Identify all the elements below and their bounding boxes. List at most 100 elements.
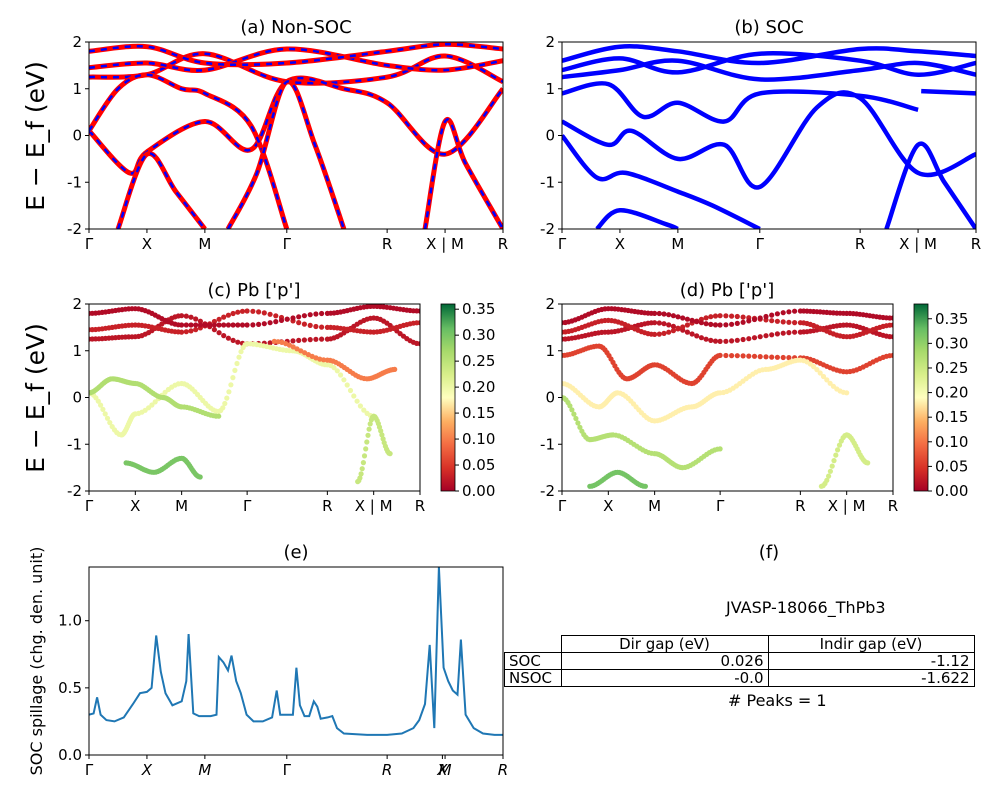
colorbar-tick-label: 0.10 bbox=[462, 430, 495, 448]
projected-point bbox=[740, 353, 746, 359]
projected-point bbox=[307, 312, 313, 318]
projected-point bbox=[261, 321, 267, 327]
projected-point bbox=[689, 331, 695, 337]
band-line-nonsoc bbox=[115, 151, 207, 229]
projected-point bbox=[273, 313, 279, 319]
x-tick-label: X | M bbox=[426, 235, 464, 253]
projected-point bbox=[417, 308, 420, 314]
projected-point bbox=[814, 367, 820, 373]
projected-point bbox=[220, 405, 226, 411]
projected-point bbox=[703, 336, 709, 342]
projected-point bbox=[734, 320, 740, 326]
panel-c-ticks: Γ X M Γ R X | M R -2 -1 0 1 2 bbox=[67, 295, 425, 515]
y-tick-label: 0 bbox=[72, 389, 82, 407]
band-line-soc bbox=[562, 58, 976, 82]
projected-point bbox=[740, 319, 746, 325]
projected-point bbox=[230, 337, 236, 343]
projected-point bbox=[193, 327, 199, 333]
projected-point bbox=[234, 360, 240, 367]
projected-point bbox=[723, 338, 729, 344]
projected-point bbox=[680, 324, 686, 330]
projected-point bbox=[341, 377, 347, 383]
projected-point bbox=[708, 337, 714, 343]
projected-point bbox=[774, 354, 781, 360]
colorbar-tick-label: 0.05 bbox=[462, 456, 495, 474]
projected-point bbox=[267, 340, 273, 346]
projected-point bbox=[284, 316, 290, 322]
projected-point bbox=[656, 310, 662, 317]
x-tick-label: Γ bbox=[283, 235, 292, 253]
projected-point bbox=[689, 317, 695, 323]
projected-point bbox=[740, 314, 746, 320]
projected-point bbox=[221, 333, 227, 339]
x-tick-label: X bbox=[141, 761, 153, 779]
x-tick-label: Γ bbox=[283, 761, 292, 779]
projected-point bbox=[774, 318, 781, 324]
projected-point bbox=[717, 446, 723, 452]
projected-point bbox=[652, 331, 658, 337]
band-line-nonsoc-dashed bbox=[89, 47, 503, 72]
projected-point bbox=[567, 403, 573, 409]
panel-a-bands bbox=[89, 42, 503, 229]
x-tick-label: Γ bbox=[85, 235, 94, 253]
projected-point bbox=[684, 322, 691, 328]
projected-point bbox=[571, 411, 577, 417]
projected-point bbox=[661, 330, 667, 336]
projected-point bbox=[575, 420, 581, 426]
x-tick-label: Γ bbox=[85, 761, 94, 779]
colorbar-tick-label: 0.20 bbox=[935, 384, 968, 402]
projected-point bbox=[835, 447, 841, 453]
band-line-soc bbox=[562, 51, 976, 77]
projected-point bbox=[296, 314, 302, 320]
x-tick-label: Γ bbox=[85, 497, 94, 515]
projected-point bbox=[358, 471, 364, 477]
projected-point bbox=[207, 322, 213, 328]
projected-point bbox=[865, 460, 871, 466]
projected-point bbox=[188, 322, 194, 328]
projected-point bbox=[656, 320, 662, 326]
projected-point bbox=[235, 339, 241, 345]
x-tick-label: R bbox=[415, 497, 425, 515]
projected-point bbox=[261, 310, 267, 316]
y-tick-label: 0.0 bbox=[58, 746, 82, 764]
cell-dir: 0.026 bbox=[560, 652, 769, 670]
y-tick-label: 2 bbox=[545, 33, 555, 51]
projected-point bbox=[792, 329, 798, 335]
projected-point bbox=[774, 331, 781, 337]
projected-point bbox=[675, 326, 681, 332]
band-line-nonsoc bbox=[422, 116, 503, 229]
projected-point bbox=[102, 411, 108, 417]
projected-point bbox=[364, 439, 370, 445]
gap-table: Dir gap (eV) Indir gap (eV) SOC 0.026 -1… bbox=[504, 635, 975, 687]
x-tick-label: R bbox=[498, 235, 508, 253]
projected-point bbox=[661, 321, 667, 327]
projected-point bbox=[569, 407, 575, 413]
y-tick-label: 0 bbox=[72, 127, 82, 145]
row-label: SOC bbox=[504, 652, 562, 670]
projected-point bbox=[98, 402, 104, 408]
x-tick-label: R bbox=[888, 497, 898, 515]
x-tick-label: X bbox=[130, 497, 140, 515]
projected-point bbox=[379, 432, 385, 438]
colorbar-tick-label: 0.00 bbox=[935, 482, 968, 500]
projected-point bbox=[216, 330, 222, 336]
projected-point bbox=[712, 322, 719, 328]
projected-point bbox=[751, 335, 758, 341]
x-tick-label: X bbox=[436, 761, 448, 779]
spillage-line bbox=[89, 567, 503, 736]
projected-point bbox=[734, 313, 740, 320]
projected-point bbox=[244, 322, 250, 328]
projected-point bbox=[354, 398, 360, 404]
projected-point bbox=[278, 317, 285, 323]
band-line-soc bbox=[921, 88, 976, 96]
y-tick-label: -2 bbox=[540, 482, 555, 500]
band-line-soc bbox=[562, 134, 761, 229]
x-tick-label: M bbox=[671, 235, 684, 253]
projected-point bbox=[290, 315, 296, 321]
y-tick-label: -1 bbox=[540, 435, 555, 453]
projected-point bbox=[792, 308, 798, 314]
projected-point bbox=[357, 475, 363, 481]
panel-b-title: (b) SOC bbox=[734, 17, 803, 38]
x-tick-label: M bbox=[439, 761, 452, 779]
projected-point bbox=[729, 353, 735, 359]
